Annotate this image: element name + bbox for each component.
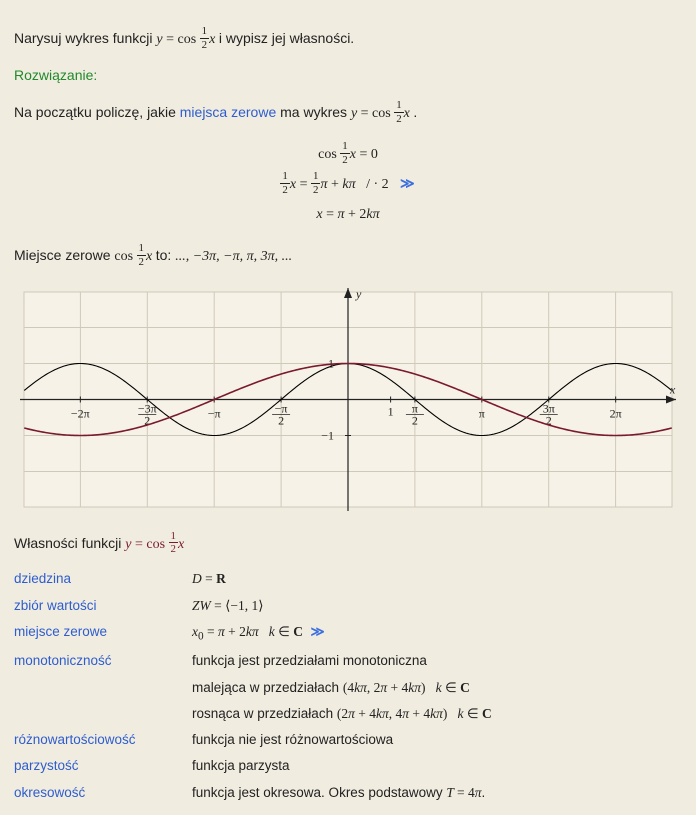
lbl-zeros: miejsce zerowe bbox=[14, 622, 174, 646]
zl-c: to: bbox=[156, 247, 175, 263]
zeros-list-line: Miejsce zerowe cos 12x to: ..., −3π, −π,… bbox=[14, 243, 682, 268]
task-line: Narysuj wykres funkcji y = cos 12x i wyp… bbox=[14, 26, 682, 51]
svg-text:−π: −π bbox=[208, 406, 221, 420]
zeros-expand-link[interactable]: ≫ bbox=[311, 624, 326, 639]
val-per: funkcja jest okresowa. Okres podstawowy … bbox=[192, 783, 682, 803]
task-func: y = cos 12x bbox=[156, 32, 218, 47]
function-chart: xy−111−2π−3π2−π−π2π2π3π22π bbox=[14, 282, 682, 517]
svg-text:2: 2 bbox=[412, 413, 418, 427]
val-zeros: x0 = π + 2kπ k ∈ C ≫ bbox=[192, 622, 682, 646]
intro-b: ma wykres bbox=[280, 104, 351, 120]
eq-line-2: 12x = 12π + kπ / · 2 ≫ bbox=[14, 169, 682, 199]
zl-a: Miejsce zerowe bbox=[14, 247, 114, 263]
svg-text:π: π bbox=[479, 406, 485, 420]
val-mono-c: rosnąca w przedziałach (2π + 4kπ, 4π + 4… bbox=[192, 704, 682, 724]
props-title: Własności funkcji y = cos 12x bbox=[14, 531, 682, 556]
svg-text:y: y bbox=[355, 287, 362, 301]
solution-label: Rozwiązanie: bbox=[14, 65, 682, 86]
pt-a: Własności funkcji bbox=[14, 535, 125, 551]
svg-text:−1: −1 bbox=[321, 428, 334, 442]
svg-text:2π: 2π bbox=[610, 406, 622, 420]
val-domain: D = R bbox=[192, 569, 682, 589]
lbl-domain: dziedzina bbox=[14, 569, 174, 589]
svg-text:−2π: −2π bbox=[71, 406, 90, 420]
svg-text:1: 1 bbox=[388, 404, 394, 418]
step-expand-link[interactable]: ≫ bbox=[400, 175, 416, 191]
eq-line-1: cos 12x = 0 bbox=[14, 139, 682, 169]
val-range: ZW = ⟨−1, 1⟩ bbox=[192, 596, 682, 616]
lbl-par: parzystość bbox=[14, 756, 174, 776]
intro-a: Na początku policzę, jakie bbox=[14, 104, 180, 120]
val-mono-a: funkcja jest przedziałami monotoniczna bbox=[192, 651, 682, 671]
equation-block: cos 12x = 0 12x = 12π + kπ / · 2 ≫ x = π… bbox=[14, 139, 682, 229]
lbl-per: okresowość bbox=[14, 783, 174, 803]
zeros-values: ..., −3π, −π, π, 3π, ... bbox=[175, 249, 292, 264]
svg-text:2: 2 bbox=[278, 413, 284, 427]
intro-func: y = cos 12x bbox=[351, 106, 413, 121]
lbl-inj: różnowartościowość bbox=[14, 730, 174, 750]
intro-c: . bbox=[413, 104, 417, 120]
zeros-link[interactable]: miejsca zerowe bbox=[180, 104, 276, 120]
val-mono-b: malejąca w przedziałach (4kπ, 2π + 4kπ) … bbox=[192, 678, 682, 698]
val-inj: funkcja nie jest różnowartościowa bbox=[192, 730, 682, 750]
eq-line-3: x = π + 2kπ bbox=[14, 199, 682, 229]
task-suffix: i wypisz jej własności. bbox=[219, 30, 354, 46]
properties-grid: dziedzina D = R zbiór wartości ZW = ⟨−1,… bbox=[14, 569, 682, 803]
lbl-range: zbiór wartości bbox=[14, 596, 174, 616]
intro-line: Na początku policzę, jakie miejsca zerow… bbox=[14, 100, 682, 125]
task-prefix: Narysuj wykres funkcji bbox=[14, 30, 156, 46]
zl-b: cos 12x bbox=[114, 249, 155, 264]
pt-func: y = cos 12x bbox=[125, 537, 184, 552]
val-par: funkcja parzysta bbox=[192, 756, 682, 776]
lbl-mono: monotoniczność bbox=[14, 651, 174, 671]
